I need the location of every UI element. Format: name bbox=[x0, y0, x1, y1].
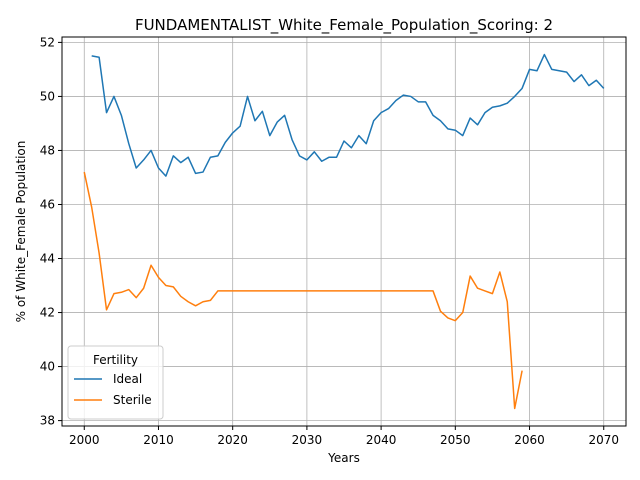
x-tick-label: 2050 bbox=[440, 433, 471, 447]
legend-label-sterile: Sterile bbox=[113, 393, 152, 407]
x-tick-label: 2010 bbox=[143, 433, 174, 447]
x-tick-label: 2040 bbox=[366, 433, 397, 447]
y-tick-label: 46 bbox=[40, 197, 55, 211]
x-axis-label: Years bbox=[327, 451, 360, 465]
y-tick-label: 40 bbox=[40, 360, 55, 374]
y-tick-label: 50 bbox=[40, 89, 55, 103]
y-tick-label: 42 bbox=[40, 306, 55, 320]
x-tick-label: 2000 bbox=[69, 433, 100, 447]
y-tick-label: 48 bbox=[40, 143, 55, 157]
y-axis: 38 40 42 44 46 48 50 52 bbox=[40, 35, 62, 428]
series-line-ideal bbox=[91, 53, 605, 177]
legend-label-ideal: Ideal bbox=[113, 372, 142, 386]
x-tick-label: 2060 bbox=[514, 433, 545, 447]
y-tick-label: 38 bbox=[40, 414, 55, 428]
x-axis: 2000 2010 2020 2030 2040 2050 2060 2070 bbox=[69, 426, 619, 447]
chart-title: FUNDAMENTALIST_White_Female_Population_S… bbox=[135, 16, 553, 35]
legend-title: Fertility bbox=[93, 353, 138, 367]
y-tick-label: 52 bbox=[40, 35, 55, 49]
series-line-sterile bbox=[83, 171, 523, 410]
legend: Fertility Ideal Sterile bbox=[67, 345, 164, 420]
x-tick-label: 2070 bbox=[588, 433, 619, 447]
x-tick-label: 2020 bbox=[217, 433, 248, 447]
y-axis-label: % of White_Female Population bbox=[14, 141, 28, 323]
plot-frame bbox=[61, 36, 627, 427]
x-tick-label: 2030 bbox=[292, 433, 323, 447]
y-tick-label: 44 bbox=[40, 252, 55, 266]
grid-lines bbox=[62, 37, 626, 426]
series-layer bbox=[83, 53, 605, 410]
